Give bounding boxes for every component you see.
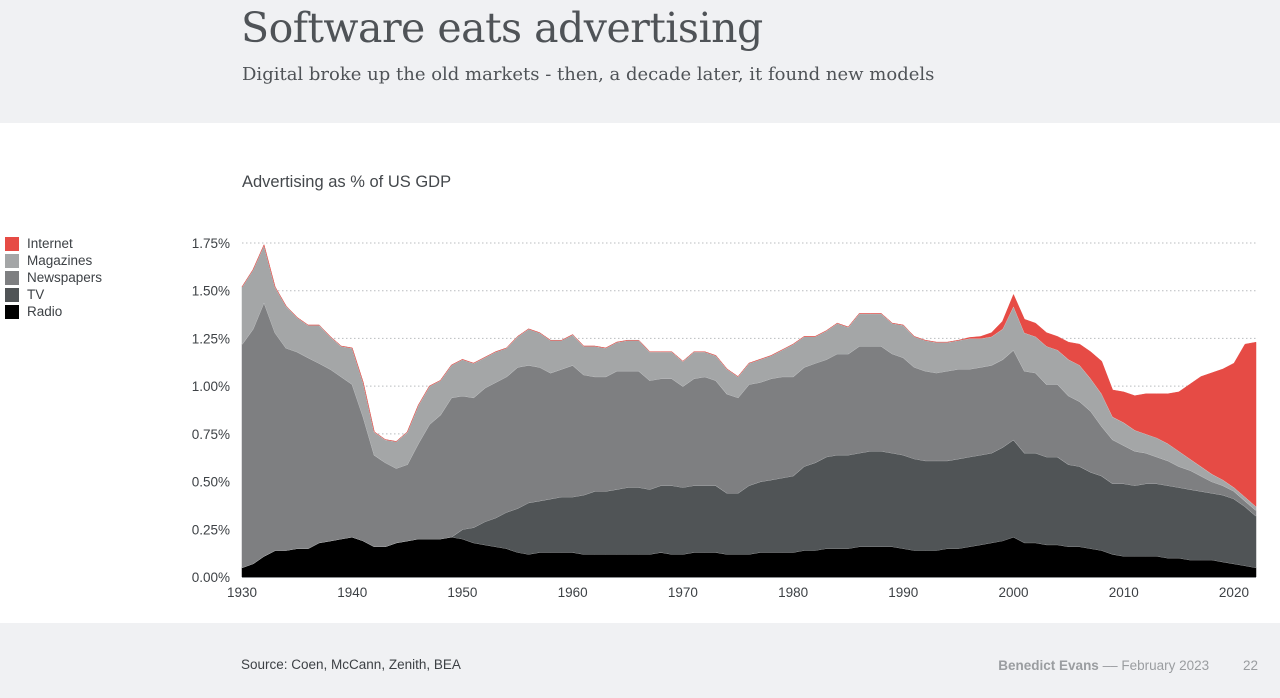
x-tick-label: 2000 <box>998 585 1028 600</box>
stacked-area-chart: 1.75% 1.50% 1.25% 1.00% 0.75% 0.50% 0.25% 0.00%… <box>192 236 1257 600</box>
y-axis-ticks: 1.75% 1.50% 1.25% 1.00% 0.75% 0.50% 0.25% 0.00% <box>192 236 230 585</box>
legend-item-tv: TV <box>5 286 102 303</box>
x-tick-label: 1980 <box>778 585 808 600</box>
legend-item-internet: Internet <box>5 235 102 252</box>
legend-item-newspapers: Newspapers <box>5 269 102 286</box>
legend-swatch <box>5 253 19 268</box>
y-tick-label: 1.00% <box>192 379 230 394</box>
footer-band: Source: Coen, McCann, Zenith, BEA Benedi… <box>0 623 1280 698</box>
x-tick-label: 2010 <box>1109 585 1139 600</box>
legend-item-radio: Radio <box>5 303 102 320</box>
x-tick-label: 1930 <box>227 585 257 600</box>
page-number: 22 <box>1242 658 1258 673</box>
legend-label: Internet <box>27 236 73 251</box>
credit: Benedict Evans –– February 2023 22 <box>998 658 1258 673</box>
y-tick-label: 0.25% <box>192 522 230 537</box>
legend-swatch <box>5 287 19 302</box>
x-axis-ticks: 1930 1940 1950 1960 1970 1980 1990 2000 2010 2020 <box>227 585 1249 600</box>
header-band: Software eats advertising Digital broke … <box>0 0 1280 123</box>
legend-swatch <box>5 236 19 251</box>
legend-label: TV <box>27 287 45 302</box>
page-title: Software eats advertising <box>241 4 763 52</box>
y-tick-label: 1.75% <box>192 236 230 251</box>
y-tick-label: 1.50% <box>192 284 230 299</box>
source-note: Source: Coen, McCann, Zenith, BEA <box>241 657 461 672</box>
legend-swatch <box>5 270 19 285</box>
y-tick-label: 1.25% <box>192 331 230 346</box>
x-tick-label: 1990 <box>888 585 918 600</box>
date-label: February 2023 <box>1121 658 1210 673</box>
chart-title: Advertising as % of US GDP <box>242 173 452 191</box>
y-tick-label: 0.50% <box>192 475 230 490</box>
page-subtitle: Digital broke up the old markets - then,… <box>242 64 935 85</box>
y-tick-label: 0.75% <box>192 427 230 442</box>
credit-separator: –– <box>1102 658 1118 673</box>
y-tick-label: 0.00% <box>192 570 230 585</box>
x-tick-label: 1960 <box>558 585 588 600</box>
chart-legend: Internet Magazines Newspapers TV Radio <box>5 235 102 320</box>
x-tick-label: 1970 <box>668 585 698 600</box>
x-tick-label: 1950 <box>447 585 477 600</box>
legend-label: Radio <box>27 304 63 319</box>
author-name: Benedict Evans <box>998 658 1099 673</box>
legend-swatch <box>5 304 19 319</box>
x-tick-label: 1940 <box>337 585 367 600</box>
legend-label: Newspapers <box>27 270 103 285</box>
area-series <box>241 243 1257 578</box>
legend-label: Magazines <box>27 253 93 268</box>
x-tick-label: 2020 <box>1219 585 1249 600</box>
area-internet <box>241 244 1257 507</box>
legend-item-magazines: Magazines <box>5 252 102 269</box>
